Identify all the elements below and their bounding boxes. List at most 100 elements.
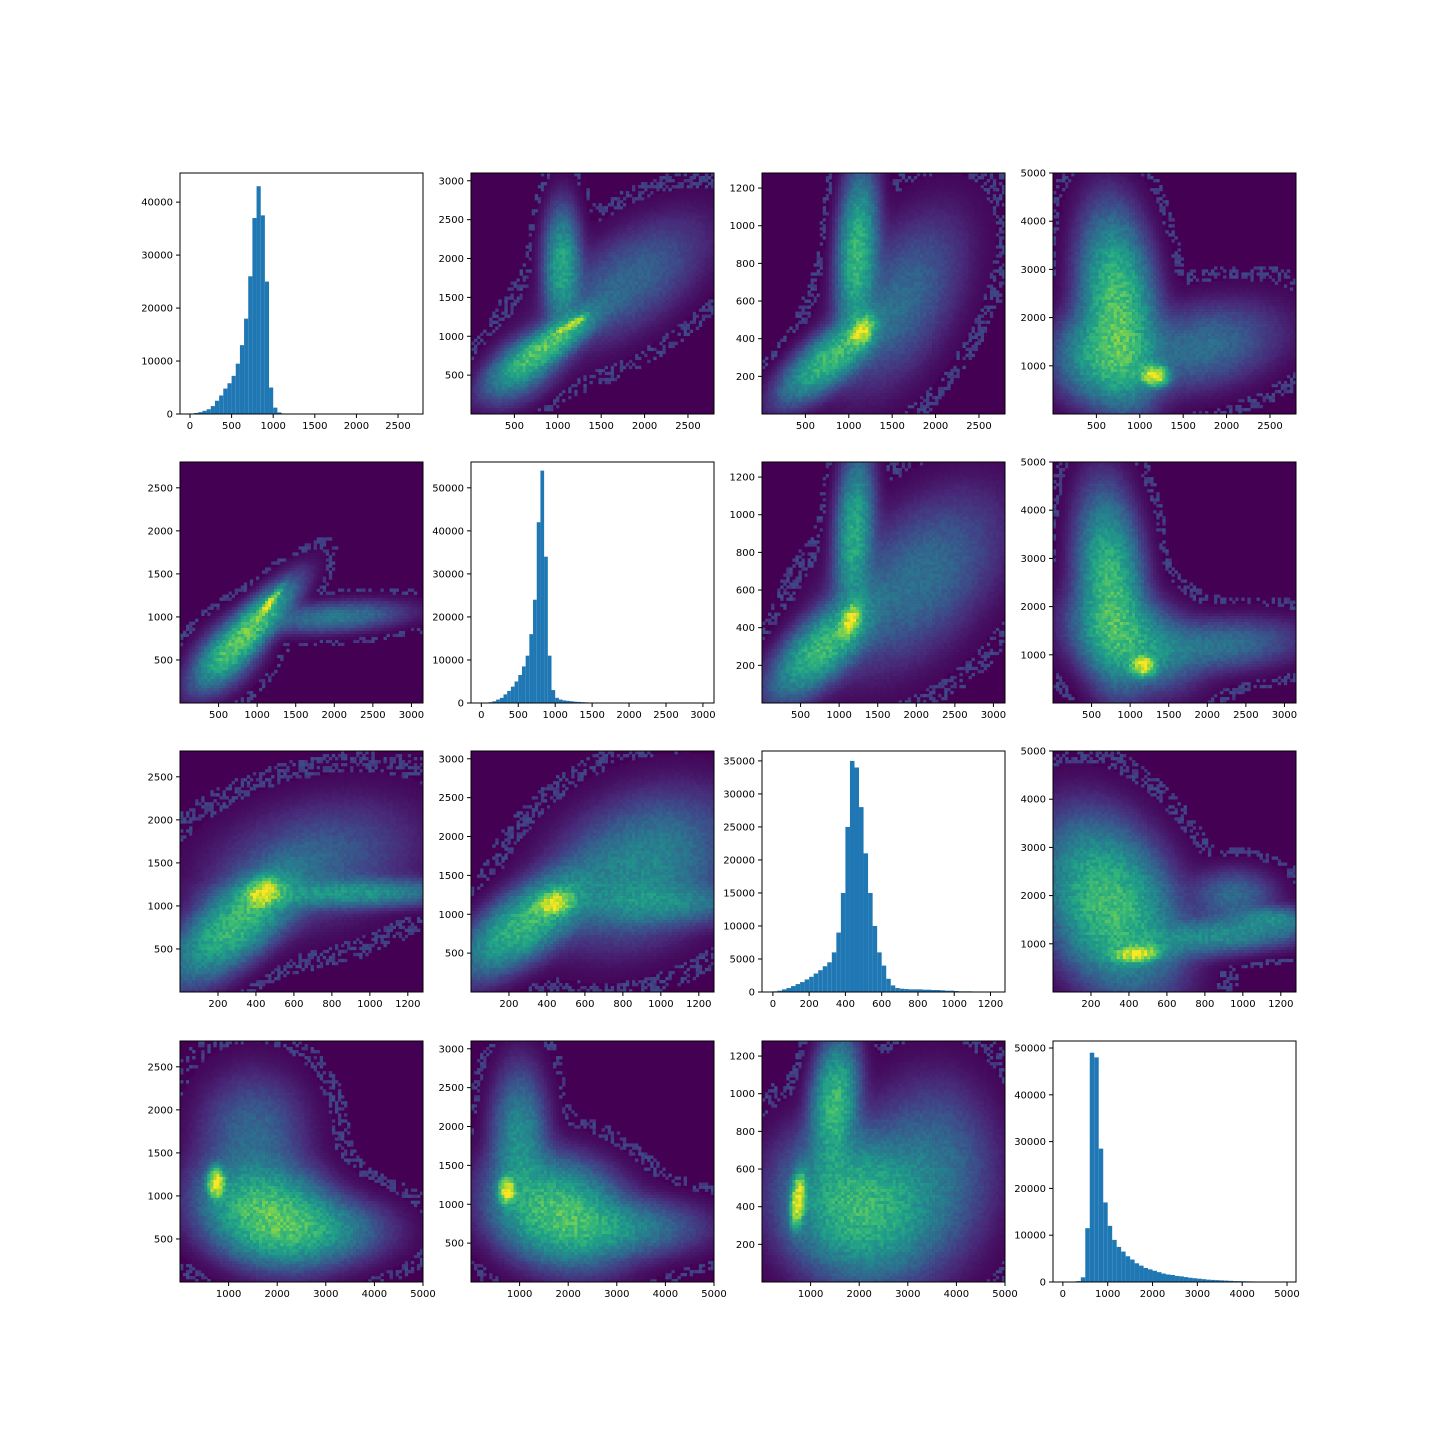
- heatmap-cell: [520, 384, 523, 387]
- heatmap-cell: [526, 381, 529, 384]
- heatmap-cell: [593, 275, 596, 278]
- heatmap-cell: [474, 345, 477, 348]
- heatmap-cell: [504, 387, 507, 390]
- heatmap-cell: [550, 194, 553, 197]
- heatmap-cell: [611, 360, 614, 363]
- heatmap-cell: [538, 185, 541, 188]
- heatmap-cell: [553, 251, 556, 254]
- heatmap-cell: [602, 212, 605, 215]
- heatmap-cell: [559, 378, 562, 381]
- heatmap-cell: [550, 396, 553, 399]
- heatmap-cell: [583, 387, 586, 390]
- heatmap-cell: [544, 333, 547, 336]
- heatmap-cell: [541, 297, 544, 300]
- heatmap-cell: [605, 357, 608, 360]
- heatmap-cell: [556, 345, 559, 348]
- heatmap-cell: [550, 321, 553, 324]
- heatmap-cell: [504, 351, 507, 354]
- heatmap-cell: [599, 297, 602, 300]
- heatmap-cell: [480, 339, 483, 342]
- heatmap-cell: [583, 375, 586, 378]
- heatmap-cell: [568, 197, 571, 200]
- heatmap-cell: [556, 330, 559, 333]
- heatmap-cell: [583, 254, 586, 257]
- heatmap-cell: [547, 354, 550, 357]
- heatmap-cell: [589, 342, 592, 345]
- heatmap-cell: [535, 309, 538, 312]
- heatmap-cell: [507, 297, 510, 300]
- heatmap-cell: [480, 390, 483, 393]
- heatmap-cell: [489, 336, 492, 339]
- heatmap-cell: [580, 221, 583, 224]
- heatmap-cell: [562, 336, 565, 339]
- heatmap-cell: [529, 281, 532, 284]
- heatmap-cell: [599, 218, 602, 221]
- heatmap-cell: [532, 303, 535, 306]
- heatmap-cell: [565, 239, 568, 242]
- heatmap-cell: [541, 363, 544, 366]
- heatmap-cell: [599, 348, 602, 351]
- heatmap-cell: [599, 257, 602, 260]
- heatmap-cell: [547, 236, 550, 239]
- histogram-bar: [219, 395, 223, 414]
- heatmap-cell: [547, 245, 550, 248]
- heatmap-cell: [608, 248, 611, 251]
- heatmap-cell: [535, 221, 538, 224]
- heatmap-cell: [529, 284, 532, 287]
- heatmap-cell: [514, 348, 517, 351]
- heatmap-cell: [565, 278, 568, 281]
- heatmap-cell: [562, 381, 565, 384]
- heatmap-cell: [586, 230, 589, 233]
- heatmap-cell: [605, 230, 608, 233]
- heatmap-cell: [489, 396, 492, 399]
- heatmap-cell: [556, 233, 559, 236]
- heatmap-cell: [565, 233, 568, 236]
- heatmap-cell: [586, 254, 589, 257]
- heatmap-cell: [562, 218, 565, 221]
- heatmap-cell: [483, 408, 486, 411]
- heatmap-cell: [547, 309, 550, 312]
- heatmap-cell: [574, 179, 577, 182]
- heatmap-cell: [562, 387, 565, 390]
- heatmap-cell: [526, 321, 529, 324]
- heatmap-cell: [514, 390, 517, 393]
- heatmap-cell: [483, 390, 486, 393]
- heatmap-cell: [510, 375, 513, 378]
- heatmap-cell: [550, 309, 553, 312]
- heatmap-cell: [538, 257, 541, 260]
- heatmap-cell: [593, 369, 596, 372]
- heatmap-cell: [541, 209, 544, 212]
- heatmap-cell: [596, 233, 599, 236]
- heatmap-cell: [568, 300, 571, 303]
- heatmap-cell: [553, 260, 556, 263]
- heatmap-cell: [602, 257, 605, 260]
- heatmap-cell: [602, 306, 605, 309]
- heatmap-cell: [611, 336, 614, 339]
- heatmap-cell: [544, 363, 547, 366]
- heatmap-cell: [544, 200, 547, 203]
- heatmap-cell: [550, 191, 553, 194]
- heatmap-cell: [562, 251, 565, 254]
- heatmap-cell: [514, 396, 517, 399]
- heatmap-cell: [562, 200, 565, 203]
- heatmap-cell: [544, 360, 547, 363]
- heatmap-cell: [580, 360, 583, 363]
- heatmap-cell: [544, 239, 547, 242]
- heatmap-cell: [541, 230, 544, 233]
- heatmap-cell: [541, 378, 544, 381]
- heatmap-cell: [599, 339, 602, 342]
- heatmap-cell: [495, 345, 498, 348]
- heatmap-cell: [574, 257, 577, 260]
- heatmap-cell: [474, 378, 477, 381]
- heatmap-cell: [599, 351, 602, 354]
- heatmap-cell: [526, 360, 529, 363]
- heatmap-cell: [589, 321, 592, 324]
- heatmap-cell: [586, 318, 589, 321]
- heatmap-cell: [550, 242, 553, 245]
- heatmap-cell: [559, 381, 562, 384]
- heatmap-cell: [544, 309, 547, 312]
- heatmap-cell: [605, 209, 608, 212]
- heatmap-cell: [510, 287, 513, 290]
- heatmap-cell: [596, 369, 599, 372]
- heatmap-cell: [504, 381, 507, 384]
